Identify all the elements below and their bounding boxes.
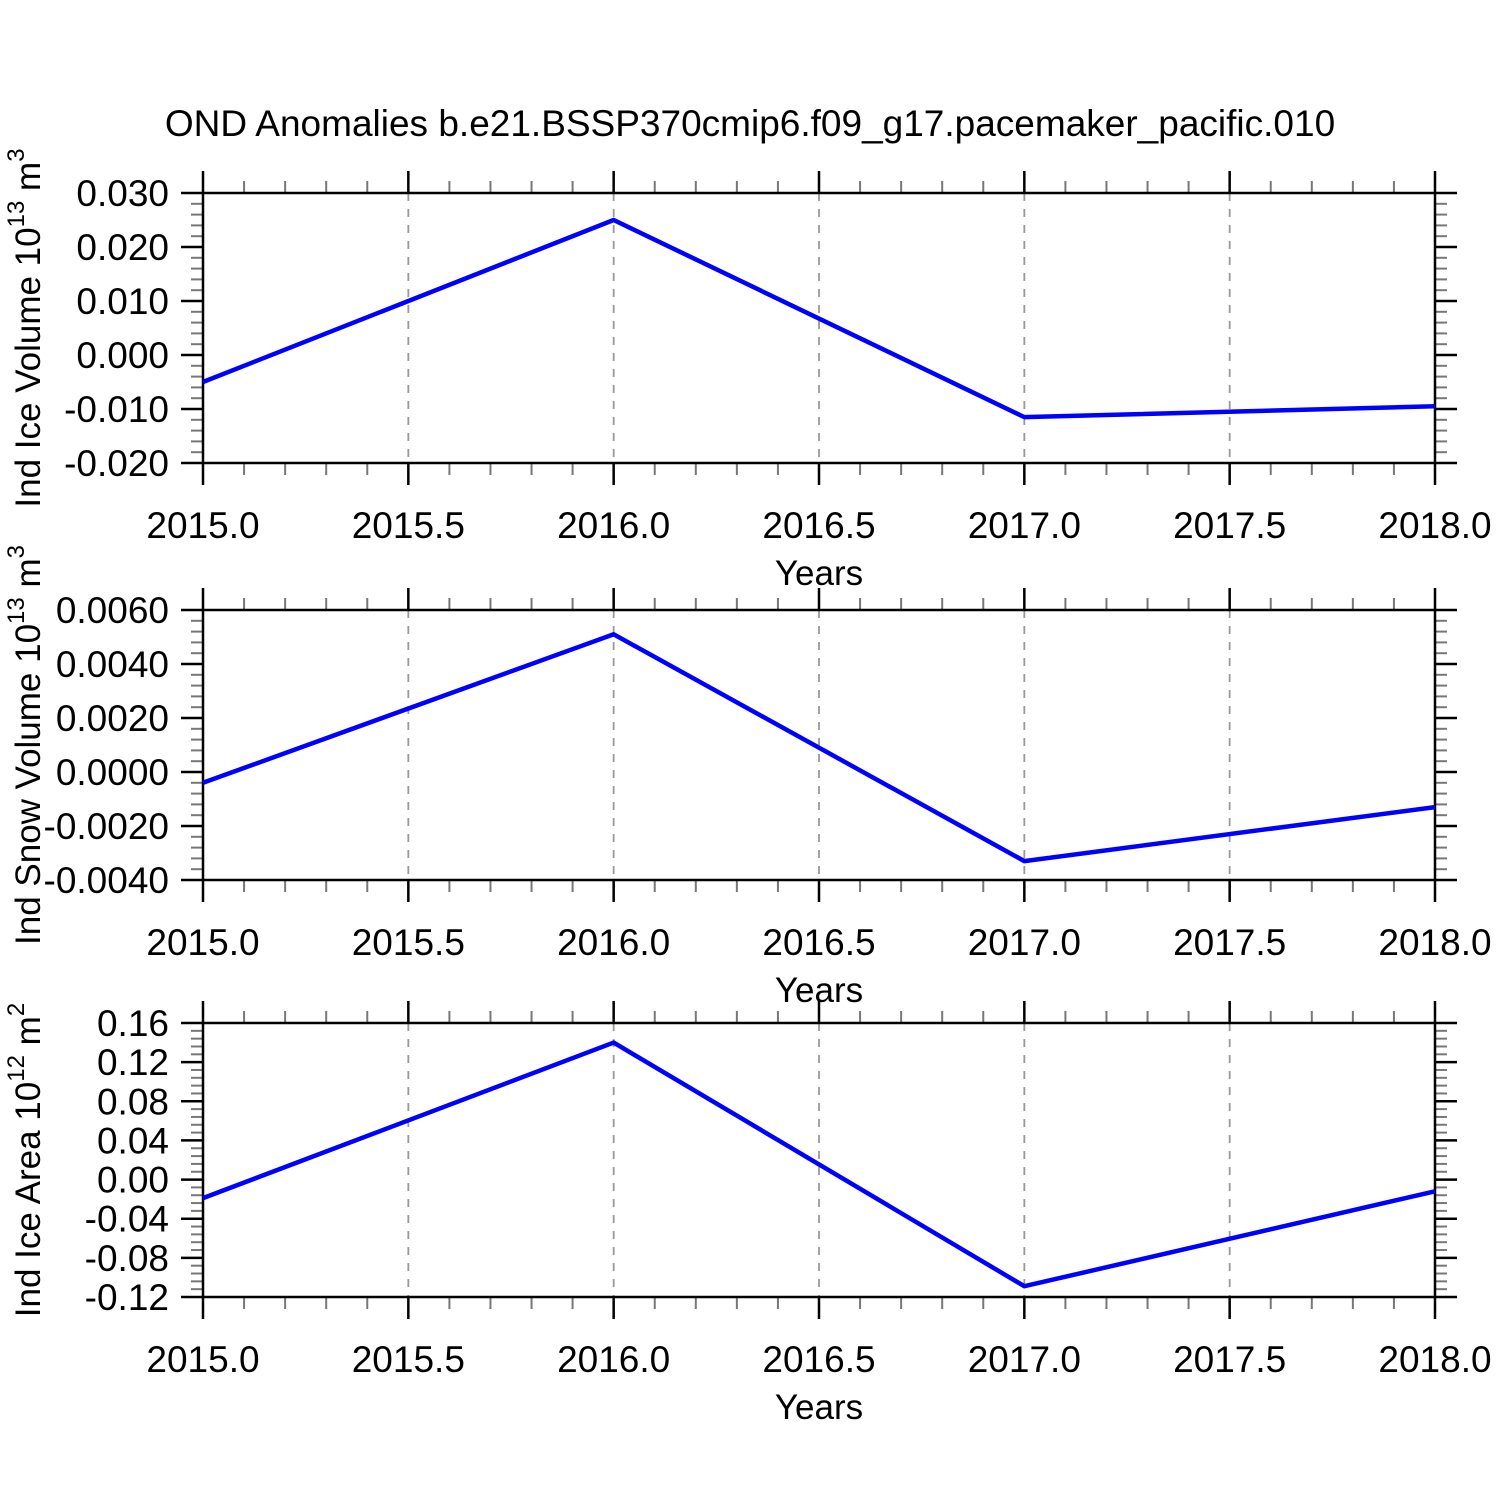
- plot-frame: [201, 191, 1437, 465]
- y-tick-label: 0.000: [76, 335, 169, 376]
- y-tick-label: -0.010: [64, 389, 169, 430]
- plot-frame: [201, 608, 1437, 882]
- y-tick-label: -0.04: [85, 1199, 169, 1240]
- x-tick-label: 2018.0: [1378, 505, 1491, 546]
- x-tick-label: 2016.0: [557, 1339, 670, 1380]
- y-tick-label: -0.0020: [44, 806, 170, 847]
- y-tick-label: 0.030: [76, 173, 169, 214]
- x-tick-label: 2016.5: [762, 505, 875, 546]
- x-tick-label: 2016.5: [762, 1339, 875, 1380]
- y-tick-label: 0.0000: [56, 752, 169, 793]
- x-tick-label: 2017.5: [1173, 1339, 1286, 1380]
- y-tick-label: 0.0020: [56, 698, 169, 739]
- panel-snow-volume: 2015.0 2015.5 2016.0 2016.5 2017.0 2017.5 2018…: [3, 545, 1492, 1010]
- x-tick-label: 2018.0: [1378, 922, 1491, 963]
- panel-ice-volume: 2015.0 2015.5 2016.0 2016.5 2017.0 2017.5 2018…: [3, 148, 1492, 593]
- data-line-ice-volume: [202, 217, 1436, 420]
- y-tick-label: 0.0060: [56, 590, 169, 631]
- x-tick-label: 2015.5: [352, 1339, 465, 1380]
- x-tick-label: 2017.5: [1173, 505, 1286, 546]
- y-tick-label: 0.12: [97, 1042, 169, 1083]
- y-axis-title: Ind Ice Volume 1013 m3: [3, 148, 48, 507]
- y-tick-label: 0.010: [76, 281, 169, 322]
- x-tick-label: 2016.5: [762, 922, 875, 963]
- y-tick-label: 0.020: [76, 227, 169, 268]
- y-tick-label: 0.0040: [56, 644, 169, 685]
- data-line-ice-area: [202, 1040, 1436, 1289]
- y-tick-label: -0.020: [64, 443, 169, 484]
- figure-title: OND Anomalies b.e21.BSSP370cmip6.f09_g17…: [164, 103, 1336, 144]
- x-tick-label: 2015.5: [352, 922, 465, 963]
- x-tick-label: 2015.0: [146, 1339, 259, 1380]
- x-tick-label: 2018.0: [1378, 1339, 1491, 1380]
- y-axis-title: Ind Ice Area 1012 m2: [3, 1003, 48, 1317]
- y-tick-label: -0.0040: [44, 860, 170, 901]
- x-tick-label: 2017.0: [968, 505, 1081, 546]
- x-tick-label: 2016.0: [557, 922, 670, 963]
- x-axis-title: Years: [775, 554, 863, 593]
- panel-ice-area: 2015.0 2015.5 2016.0 2016.5 2017.0 2017.5 2018…: [3, 1001, 1492, 1427]
- x-tick-label: 2015.0: [146, 922, 259, 963]
- y-tick-label: 0.08: [97, 1081, 169, 1122]
- y-tick-label: 0.00: [97, 1160, 169, 1201]
- y-tick-label: 0.04: [97, 1120, 169, 1161]
- data-line-snow-volume: [202, 632, 1436, 864]
- x-tick-label: 2017.0: [968, 922, 1081, 963]
- x-tick-label: 2016.0: [557, 505, 670, 546]
- y-axis-title: Ind Snow Volume 1013 m3: [3, 545, 48, 945]
- x-axis-title: Years: [775, 1388, 863, 1427]
- plot-frame: [201, 1021, 1437, 1299]
- x-tick-label: 2017.0: [968, 1339, 1081, 1380]
- x-tick-label: 2015.5: [352, 505, 465, 546]
- x-tick-label: 2015.0: [146, 505, 259, 546]
- y-tick-label: 0.16: [97, 1003, 169, 1044]
- x-tick-label: 2017.5: [1173, 922, 1286, 963]
- y-tick-label: -0.08: [85, 1238, 169, 1279]
- y-tick-label: -0.12: [85, 1277, 169, 1318]
